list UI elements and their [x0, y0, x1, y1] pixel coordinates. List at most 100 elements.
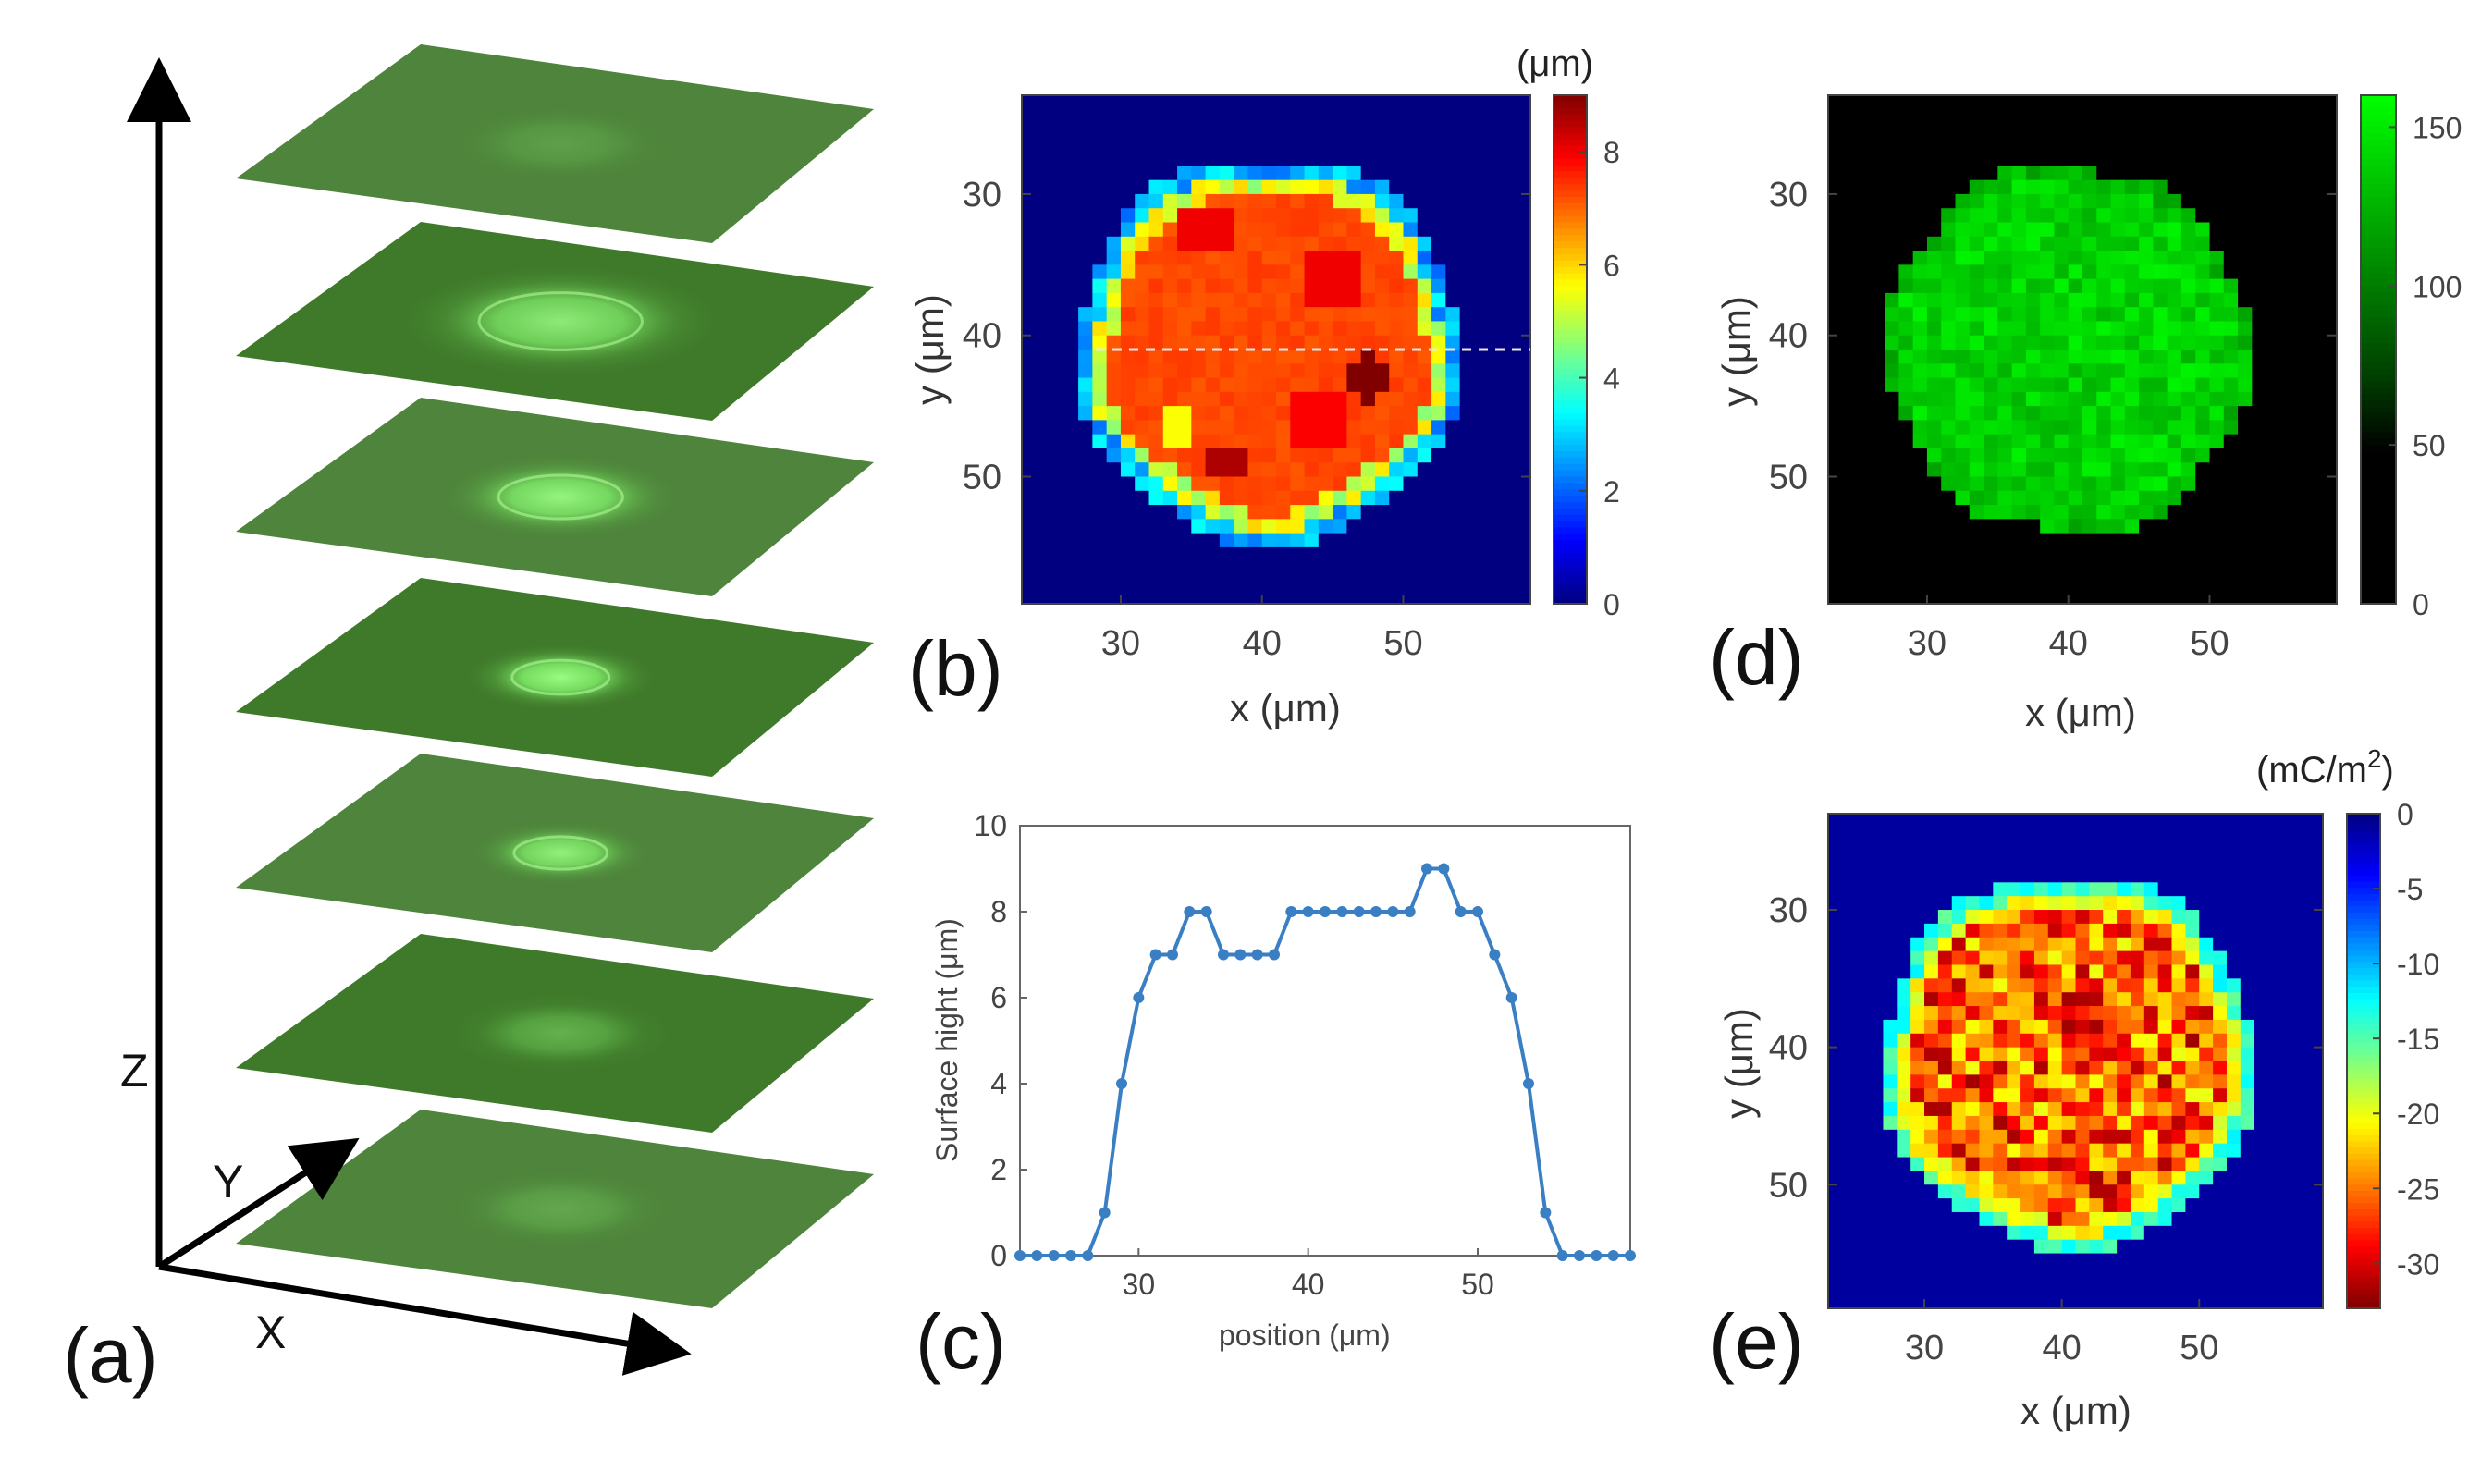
heatmap-cell	[1856, 406, 1872, 421]
heatmap-cell	[1417, 561, 1432, 577]
heatmap-cell	[1883, 1019, 1898, 1035]
heatmap-cell	[1290, 166, 1306, 181]
heatmap-cell	[1333, 166, 1347, 181]
heatmap-cell	[2054, 335, 2070, 350]
heatmap-cell	[2226, 1102, 2241, 1117]
heatmap-cell	[1941, 533, 1957, 548]
heatmap-cell	[2103, 964, 2118, 979]
heatmap-cell	[2061, 1074, 2077, 1089]
heatmap-cell	[2124, 307, 2140, 323]
heatmap-cell	[2011, 434, 2027, 449]
heatmap-cell	[1969, 321, 1984, 337]
heatmap-cell	[1883, 1225, 1898, 1241]
heatmap-cell	[2309, 868, 2324, 883]
colorbar-step	[1554, 286, 1587, 293]
heatmap-cell	[2171, 1211, 2186, 1227]
heatmap-cell	[2103, 1061, 2118, 1075]
heatmap-cell	[2171, 896, 2186, 911]
heatmap-cell	[1050, 166, 1065, 181]
heatmap-cell	[2295, 1267, 2310, 1282]
charge-map-frame	[1827, 813, 2324, 1309]
heatmap-cell	[1247, 264, 1263, 280]
heatmap-cell	[2011, 462, 2027, 478]
heatmap-cell	[2167, 363, 2182, 379]
heatmap-cell	[1304, 406, 1320, 421]
heatmap-cell	[1333, 533, 1347, 548]
heatmap-cell	[2157, 1061, 2173, 1075]
heatmap-cell	[1162, 264, 1178, 280]
heatmap-cell	[1050, 292, 1065, 308]
heatmap-cell	[2117, 992, 2131, 1007]
heatmap-cell	[2180, 264, 2196, 280]
heatmap-cell	[2309, 1019, 2324, 1035]
heatmap-cell	[2223, 363, 2239, 379]
heatmap-cell	[2185, 882, 2200, 897]
heatmap-cell	[1318, 420, 1333, 435]
heatmap-cell	[1092, 561, 1108, 577]
heatmap-cell	[2020, 814, 2035, 828]
heatmap-cell	[1897, 1184, 1911, 1199]
heatmap-cell	[2139, 278, 2154, 294]
heatmap-cell	[1955, 533, 1971, 548]
heatmap-cell	[1969, 264, 1984, 280]
heatmap-cell	[2267, 882, 2283, 897]
heatmap-cell	[2279, 519, 2295, 534]
heatmap-cell	[1106, 95, 1122, 110]
heatmap-cell	[1941, 462, 1957, 478]
heatmap-cell	[2266, 137, 2281, 153]
heatmap-cell	[1993, 964, 2008, 979]
heatmap-cell	[1403, 575, 1419, 591]
heatmap-cell	[1993, 1019, 2008, 1035]
heatmap-cell	[1937, 882, 1953, 897]
y-tick-label: 50	[1769, 459, 1808, 497]
colorbar-step	[2347, 1129, 2380, 1136]
heatmap-cell	[2167, 137, 2182, 153]
heatmap-cell	[1912, 406, 1928, 421]
heatmap-cell	[2180, 193, 2196, 209]
heatmap-cell	[2082, 448, 2097, 463]
heatmap-cell	[1191, 137, 1207, 153]
heatmap-cell	[2139, 193, 2154, 209]
heatmap-cell	[1955, 335, 1971, 350]
heatmap-cell	[2279, 350, 2295, 364]
heatmap-cell	[2096, 251, 2112, 265]
heatmap-cell	[1276, 533, 1291, 548]
heatmap-cell	[2254, 978, 2269, 993]
heatmap-cell	[2171, 814, 2186, 828]
heatmap-cell	[2171, 923, 2186, 938]
heatmap-cell	[1924, 1211, 1939, 1227]
heatmap-cell	[2047, 1033, 2063, 1049]
heatmap-cell	[1912, 377, 1928, 393]
heatmap-cell	[2089, 1225, 2104, 1241]
profile-data-point	[1065, 1250, 1076, 1261]
heatmap-cell	[1870, 137, 1885, 153]
colorbar-step	[1554, 241, 1587, 249]
heatmap-cell	[2103, 978, 2118, 993]
heatmap-cell	[1092, 193, 1108, 209]
heatmap-cell	[2040, 377, 2056, 393]
colorbar-step	[1554, 381, 1587, 389]
heatmap-cell	[1333, 363, 1347, 379]
heatmap-cell	[2238, 321, 2253, 337]
heatmap-cell	[2322, 307, 2338, 323]
heatmap-cell	[2025, 561, 2041, 577]
heatmap-cell	[2130, 1171, 2145, 1185]
heatmap-cell	[1162, 335, 1178, 350]
heatmap-cell	[1869, 1088, 1885, 1103]
heatmap-cell	[2195, 222, 2211, 238]
heatmap-cell	[1993, 910, 2008, 925]
heatmap-cell	[1022, 519, 1037, 534]
heatmap-cell	[1912, 137, 1928, 153]
heatmap-cell	[2110, 166, 2126, 181]
heatmap-cell	[2139, 292, 2154, 308]
heatmap-cell	[2054, 137, 2070, 153]
heatmap-cell	[1135, 222, 1150, 238]
colorbar-step	[2361, 222, 2396, 230]
heatmap-cell	[1346, 462, 1362, 478]
stack-slice-ring	[497, 473, 624, 521]
heatmap-cell	[1234, 137, 1249, 153]
heatmap-cell	[1445, 95, 1461, 110]
heatmap-cell	[2226, 1061, 2241, 1075]
profile-data-point	[1285, 906, 1297, 917]
heatmap-cell	[2020, 950, 2035, 966]
